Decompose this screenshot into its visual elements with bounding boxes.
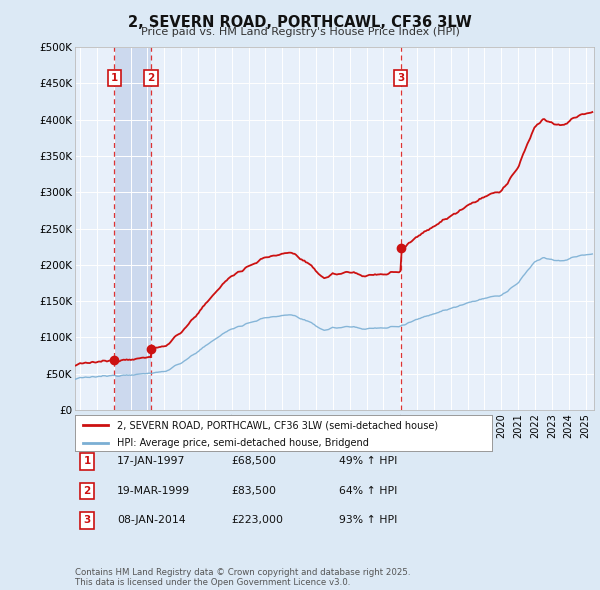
Text: 19-MAR-1999: 19-MAR-1999: [117, 486, 190, 496]
Text: 08-JAN-2014: 08-JAN-2014: [117, 516, 185, 525]
Text: 1: 1: [83, 457, 91, 466]
Text: 64% ↑ HPI: 64% ↑ HPI: [339, 486, 397, 496]
Text: 2: 2: [83, 486, 91, 496]
Text: Price paid vs. HM Land Registry's House Price Index (HPI): Price paid vs. HM Land Registry's House …: [140, 27, 460, 37]
Text: 1: 1: [111, 73, 118, 83]
Text: £68,500: £68,500: [231, 457, 276, 466]
Text: 2, SEVERN ROAD, PORTHCAWL, CF36 3LW (semi-detached house): 2, SEVERN ROAD, PORTHCAWL, CF36 3LW (sem…: [116, 420, 438, 430]
Text: £83,500: £83,500: [231, 486, 276, 496]
Text: 2: 2: [148, 73, 155, 83]
Text: 93% ↑ HPI: 93% ↑ HPI: [339, 516, 397, 525]
Text: HPI: Average price, semi-detached house, Bridgend: HPI: Average price, semi-detached house,…: [116, 438, 368, 448]
Bar: [115, 47, 151, 410]
Text: 49% ↑ HPI: 49% ↑ HPI: [339, 457, 397, 466]
Text: 3: 3: [397, 73, 404, 83]
Text: £223,000: £223,000: [231, 516, 283, 525]
Text: 3: 3: [83, 516, 91, 525]
Text: 17-JAN-1997: 17-JAN-1997: [117, 457, 185, 466]
Text: 2, SEVERN ROAD, PORTHCAWL, CF36 3LW: 2, SEVERN ROAD, PORTHCAWL, CF36 3LW: [128, 15, 472, 30]
Text: Contains HM Land Registry data © Crown copyright and database right 2025.
This d: Contains HM Land Registry data © Crown c…: [75, 568, 410, 587]
